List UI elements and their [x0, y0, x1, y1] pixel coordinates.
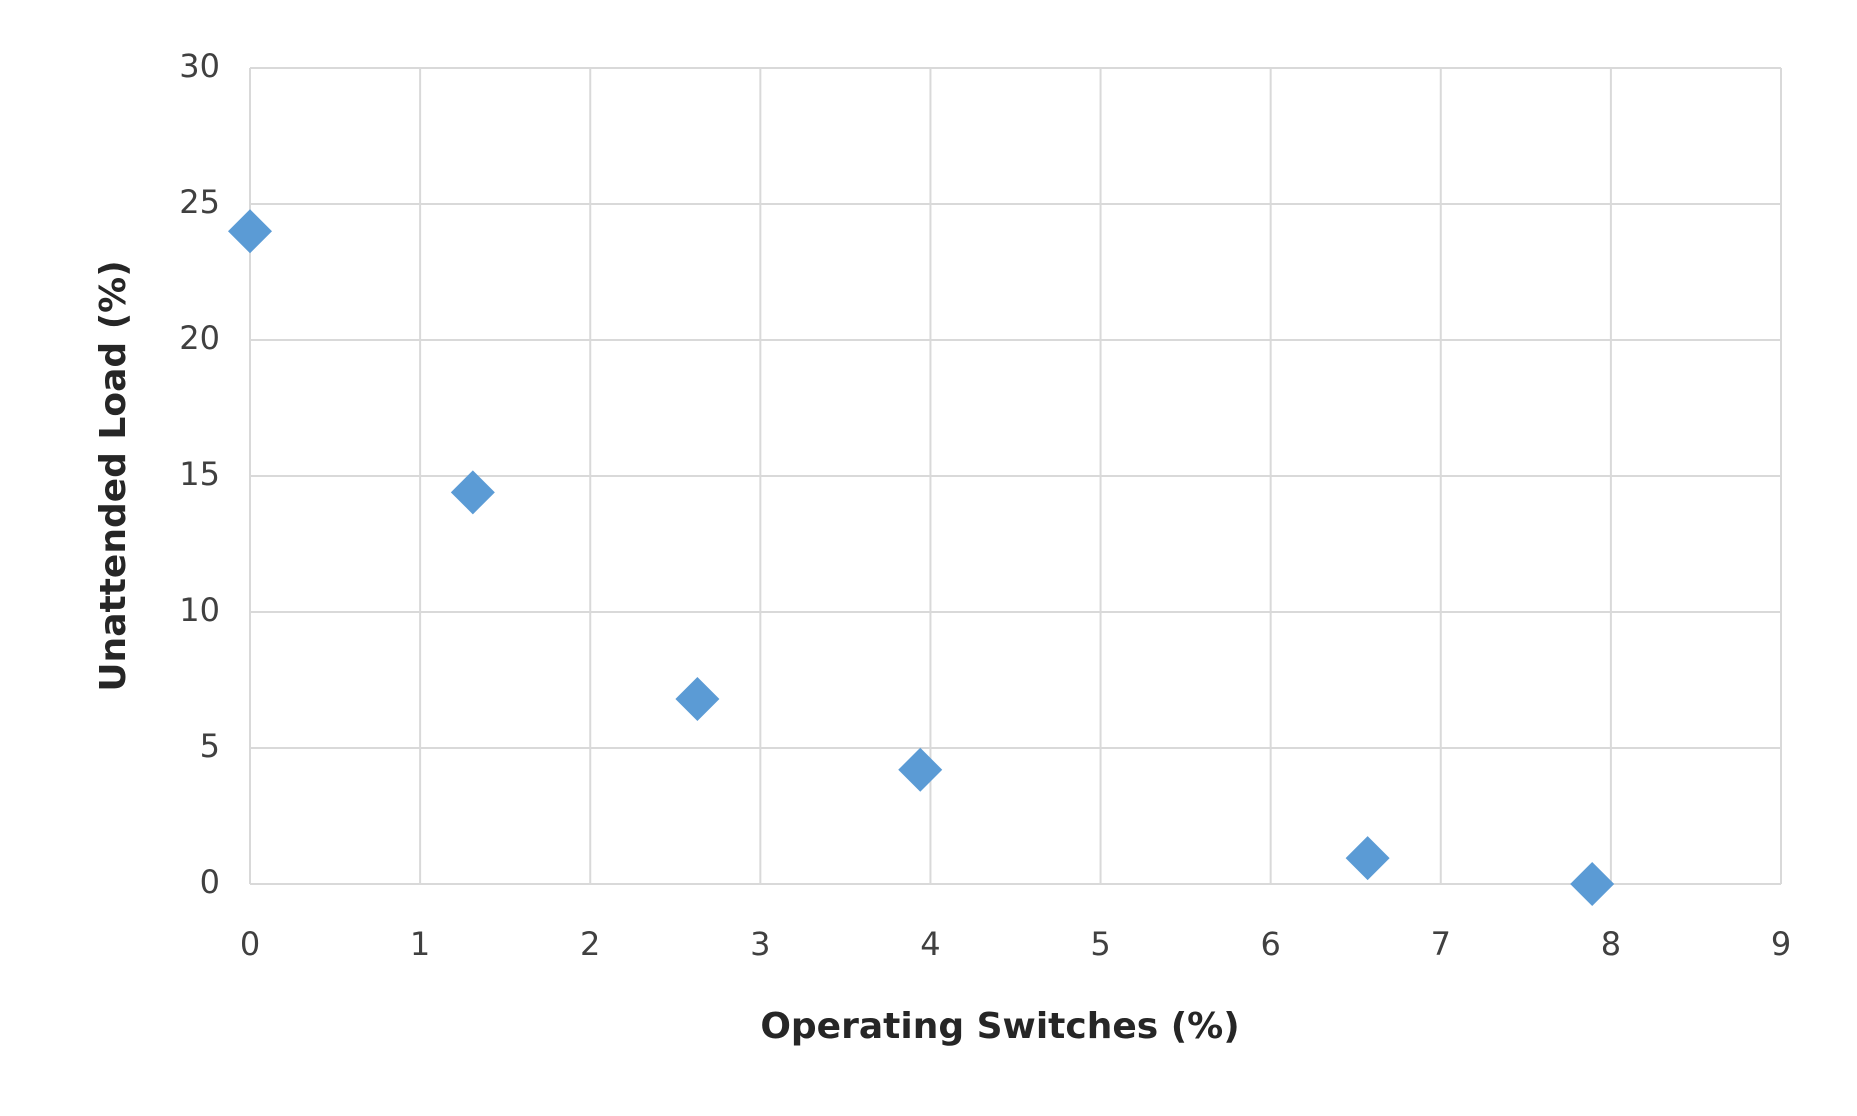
marker: [675, 677, 720, 722]
y-axis-title: Unattended Load (%): [93, 260, 134, 691]
x-tick-label: 9: [1771, 925, 1791, 963]
marker: [1570, 862, 1615, 906]
x-tick-label: 8: [1601, 925, 1621, 963]
x-axis-title: Operating Switches (%): [760, 1006, 1239, 1047]
y-tick-label: 10: [179, 591, 220, 629]
x-tick-label: 4: [920, 925, 940, 963]
marker: [450, 470, 495, 515]
marker: [228, 209, 272, 254]
x-tick-label: 0: [240, 925, 260, 963]
y-tick-label: 0: [200, 863, 220, 901]
x-tick-label: 1: [410, 925, 430, 963]
y-tick-label: 30: [179, 47, 220, 85]
y-tick-label: 5: [200, 727, 220, 765]
x-tick-label: 6: [1260, 925, 1280, 963]
y-tick-label: 25: [179, 183, 220, 221]
marker: [1345, 836, 1390, 881]
y-tick-label: 15: [179, 455, 220, 493]
x-tick-label: 5: [1090, 925, 1110, 963]
y-tick-label: 20: [179, 319, 220, 357]
x-tick-label: 2: [580, 925, 600, 963]
x-tick-label: 3: [750, 925, 770, 963]
marker: [898, 747, 943, 792]
x-tick-label: 7: [1431, 925, 1451, 963]
